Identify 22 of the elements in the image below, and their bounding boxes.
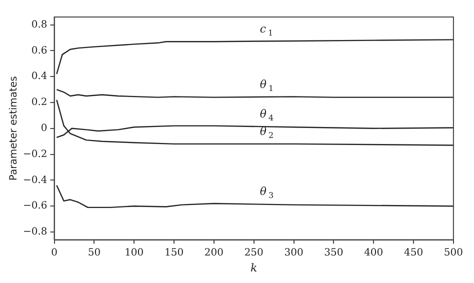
y-tick-label: 0.6 xyxy=(31,45,48,56)
y-tick-label: −0.6 xyxy=(22,200,48,212)
x-tick-label: 450 xyxy=(404,247,424,258)
x-tick-label: 350 xyxy=(324,247,344,258)
x-tick-label: 100 xyxy=(124,247,144,258)
y-tick-label: 0.8 xyxy=(31,19,48,30)
y-tick-label: 0.2 xyxy=(31,97,48,108)
x-tick-label: 0 xyxy=(51,247,58,258)
y-tick-label: −0.2 xyxy=(22,148,48,160)
x-tick-label: 150 xyxy=(164,247,184,258)
x-tick-label: 500 xyxy=(444,247,464,258)
x-axis-title: k xyxy=(250,261,258,274)
x-tick-label: 50 xyxy=(88,247,101,258)
x-tick-label: 250 xyxy=(244,247,264,258)
y-axis-title: Parameter estimates xyxy=(8,76,20,181)
x-tick-label: 400 xyxy=(364,247,384,258)
y-tick-label: 0 xyxy=(40,122,48,134)
x-tick-label: 300 xyxy=(284,247,304,258)
y-tick-label: −0.8 xyxy=(22,226,48,238)
x-tick-label: 200 xyxy=(204,247,224,258)
y-tick-label: −0.4 xyxy=(22,174,48,186)
y-tick-label: 0.4 xyxy=(31,71,48,82)
